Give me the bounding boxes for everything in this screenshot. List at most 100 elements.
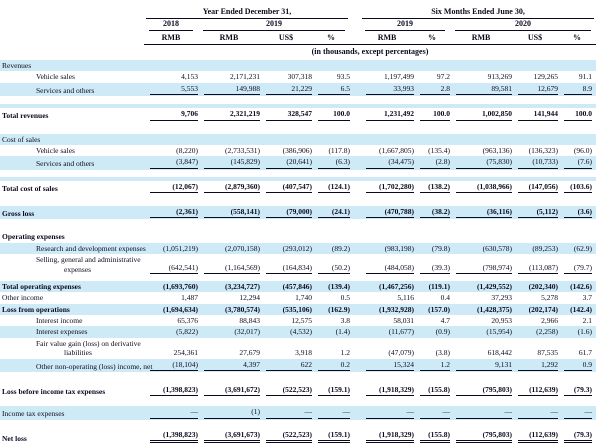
value-text: (1,694,634) xyxy=(163,304,198,314)
value-cell: 2,171,231 xyxy=(198,71,260,82)
value-cell: (113,087) xyxy=(512,254,559,275)
value-cell: (2,879,360) xyxy=(198,181,260,194)
value-cell xyxy=(144,134,198,145)
value-text: (2,879,360) xyxy=(204,182,260,193)
value-text: (50.2) xyxy=(318,263,351,274)
value-cell: 100.0 xyxy=(312,108,351,121)
row-label-text: Cost of sales xyxy=(2,134,41,144)
column-gap xyxy=(350,181,360,194)
unit-header: US$ xyxy=(512,31,559,45)
value-text: 0.5 xyxy=(340,293,351,303)
value-cell: 5,278 xyxy=(512,292,558,303)
value-cell: (3,691,672) xyxy=(198,384,260,397)
value-cell: (202,174) xyxy=(512,304,558,315)
value-text: (147,056) xyxy=(518,182,559,193)
value-cell: 0.9 xyxy=(558,359,596,372)
value-text: (79.3) xyxy=(564,385,593,397)
value-text: (1) xyxy=(204,407,260,419)
value-text: (1,467,256) xyxy=(379,281,415,291)
value-text: (4,532) xyxy=(290,327,312,337)
value-cell: 27,679 xyxy=(198,338,260,359)
year-header: 2020 xyxy=(450,19,596,31)
value-text: (484,058) xyxy=(366,263,415,274)
value-cell: — xyxy=(558,406,596,419)
value-cell: (484,058) xyxy=(360,254,415,275)
value-text: (522,523) xyxy=(266,430,312,443)
unit-header: RMB xyxy=(198,31,260,45)
column-gap xyxy=(350,304,360,315)
value-text: (3,847) xyxy=(150,157,198,169)
row-label-text: Loss from operations xyxy=(2,304,70,314)
column-gap xyxy=(350,406,360,419)
column-gap xyxy=(350,206,360,219)
table-row: Services and others 5,553 149,988 21,229 6.5… xyxy=(0,82,597,97)
value-cell: (39.3) xyxy=(414,254,451,275)
row-label-text-line2: liabilities xyxy=(64,348,92,358)
table-row: Vehicle sales (8,220) (2,733,531) (386,906)… xyxy=(0,145,596,156)
spacer-row xyxy=(0,219,596,231)
value-text: 2.1 xyxy=(582,316,593,325)
value-text: (3.6) xyxy=(564,207,593,219)
value-text: 27,679 xyxy=(239,348,260,358)
value-cell: 21,229 xyxy=(260,83,312,96)
value-cell xyxy=(312,134,350,145)
value-cell: (1,932,928) xyxy=(360,304,414,315)
unit-header: % xyxy=(414,31,451,45)
value-text: (135.4) xyxy=(428,145,451,155)
value-cell xyxy=(414,134,450,145)
value-text: (142.6) xyxy=(570,281,593,291)
value-cell: (3.8) xyxy=(414,338,450,359)
value-text: 9,131 xyxy=(456,360,513,371)
column-gap xyxy=(350,0,360,19)
table-row: Total cost of sales (12,067) (2,879,360) (4… xyxy=(0,181,596,194)
value-cell: 328,547 xyxy=(260,108,312,121)
value-cell: (1,467,256) xyxy=(360,281,414,292)
value-text: 4.7 xyxy=(440,316,451,325)
value-text: 618,442 xyxy=(487,348,513,358)
value-cell: (2.8) xyxy=(414,156,451,169)
value-text: 1.2 xyxy=(340,348,351,358)
column-group-six-months: Six Months Ended June 30, xyxy=(360,0,596,19)
table-row: Net loss (1,398,823) (3,691,673) (522,523) (… xyxy=(0,429,596,444)
value-cell xyxy=(312,60,350,71)
row-label-text: Other non-operating (loss) income, net xyxy=(36,361,153,371)
row-label: Interest income xyxy=(0,315,144,326)
value-text: (983,198) xyxy=(384,243,415,253)
table-row: Income tax expenses — (1) — — — — — — — xyxy=(0,406,597,420)
value-cell xyxy=(414,231,450,242)
value-cell: (79.3) xyxy=(558,384,596,397)
value-text: — xyxy=(564,407,593,419)
value-text: — xyxy=(518,407,559,419)
spacer-row xyxy=(0,397,596,406)
value-text: (407,547) xyxy=(266,182,312,193)
table-row: Loss before income tax expenses (1,398,82… xyxy=(0,384,596,397)
row-label-text: Research and development expenses xyxy=(36,243,146,253)
unit-header: US$ xyxy=(260,31,312,45)
value-cell: (162.9) xyxy=(312,304,350,315)
value-text: (1,918,329) xyxy=(366,385,415,397)
row-label: Vehicle sales xyxy=(0,145,144,156)
value-cell: 1,740 xyxy=(260,292,312,303)
unit-header: % xyxy=(312,31,351,45)
value-cell: (522,523) xyxy=(260,429,312,444)
value-cell: (159.1) xyxy=(312,429,351,444)
year-header: 2019 xyxy=(360,19,450,31)
value-text: (24.1) xyxy=(318,207,351,219)
value-cell: (10,733) xyxy=(512,156,559,169)
value-cell xyxy=(144,60,198,71)
value-cell: 100.0 xyxy=(558,108,596,121)
value-cell: (103.6) xyxy=(558,181,596,194)
value-text: (112,639) xyxy=(518,385,559,397)
row-label: Gross loss xyxy=(0,206,144,219)
row-label-text: Vehicle sales xyxy=(36,72,75,82)
column-gap xyxy=(350,429,360,444)
value-cell: (3,691,673) xyxy=(198,429,260,444)
value-text: 1,002,850 xyxy=(456,109,513,121)
row-label: Income tax expenses xyxy=(0,406,144,419)
value-text: (139.4) xyxy=(328,281,351,291)
row-label-text: Fair value gain (loss) on derivative xyxy=(36,338,141,348)
value-cell: (293,012) xyxy=(260,243,312,254)
value-text: (5,822) xyxy=(176,327,198,337)
value-cell: (135.4) xyxy=(414,145,450,156)
